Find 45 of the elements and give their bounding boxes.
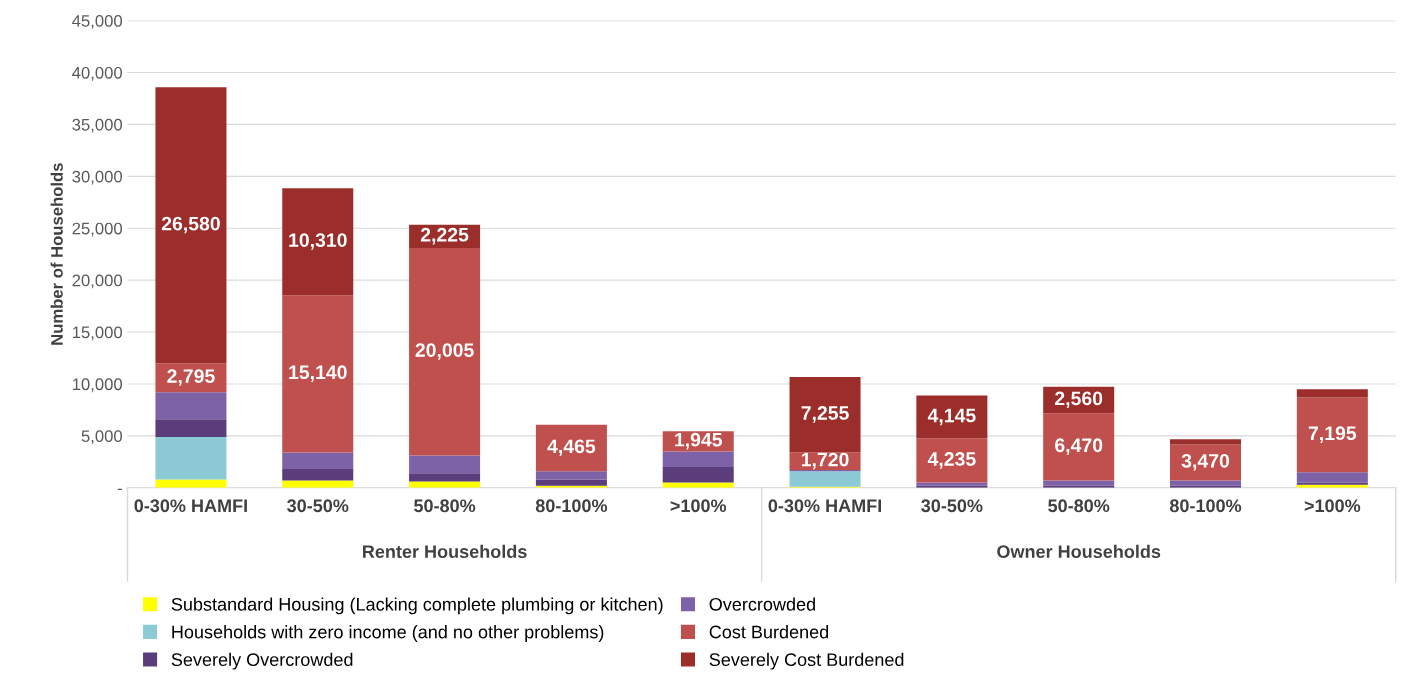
data-label: 15,140	[289, 365, 347, 382]
y-tick-label: 35,000	[72, 118, 123, 133]
x-tick-label: 80-100%	[535, 499, 608, 513]
y-tick-label: -	[117, 488, 122, 491]
text: Renter Households	[363, 544, 527, 559]
x-tick-label: 0-30% HAMFI	[768, 499, 882, 513]
x-tick-label: 50-80%	[1048, 499, 1110, 513]
legend-label: Overcrowded	[709, 597, 815, 611]
x-tick-label: 30-50%	[921, 499, 983, 513]
data-label: 4,145	[927, 408, 976, 426]
y-tick-label: 15,000	[72, 326, 123, 341]
y-tick-label: 40,000	[72, 66, 123, 81]
x-tick-label: >100%	[670, 499, 727, 513]
legend-label: Substandard Housing (Lacking complete plumbing or kitchen)	[171, 597, 663, 615]
legend-label: Cost Burdened	[709, 625, 829, 639]
data-label: 26,580	[161, 216, 220, 234]
data-label: 2,560	[1055, 391, 1103, 409]
y-axis-title: Number of Households	[50, 163, 63, 345]
y-tick-label: 45,000	[72, 15, 123, 29]
data-label: 3,470	[1181, 453, 1230, 471]
x-tick-label: 30-50%	[287, 499, 349, 513]
y-tick-label: 10,000	[72, 378, 123, 393]
data-label: 2,795	[167, 369, 215, 386]
x-tick-label: >100%	[1304, 499, 1361, 513]
data-label: 4,465	[547, 439, 596, 457]
data-label: 20,005	[415, 343, 474, 360]
y-tick-label: 25,000	[72, 222, 123, 237]
x-tick-label: 80-100%	[1169, 499, 1242, 513]
data-label: 6,470	[1055, 438, 1103, 455]
legend-label: Severely Cost Burdened	[709, 652, 904, 670]
text: Owner Households	[997, 544, 1161, 559]
x-tick-label: 50-80%	[414, 499, 476, 513]
data-label: 4,235	[927, 452, 976, 469]
data-label: 1,720	[801, 452, 849, 470]
x-tick-label: 0-30% HAMFI	[134, 499, 247, 513]
legend-label: Households with zero income (and no other problems)	[172, 625, 604, 642]
data-label: 2,225	[420, 227, 469, 245]
data-label: 7,255	[801, 406, 849, 423]
data-label: 10,310	[289, 233, 347, 250]
data-label: 7,195	[1308, 426, 1357, 443]
y-tick-label: 5,000	[81, 430, 123, 445]
legend-label: Severely Overcrowded	[171, 652, 353, 670]
data-label: 1,945	[675, 432, 723, 450]
y-tick-label: 30,000	[72, 170, 123, 185]
y-tick-label: 20,000	[72, 274, 123, 289]
